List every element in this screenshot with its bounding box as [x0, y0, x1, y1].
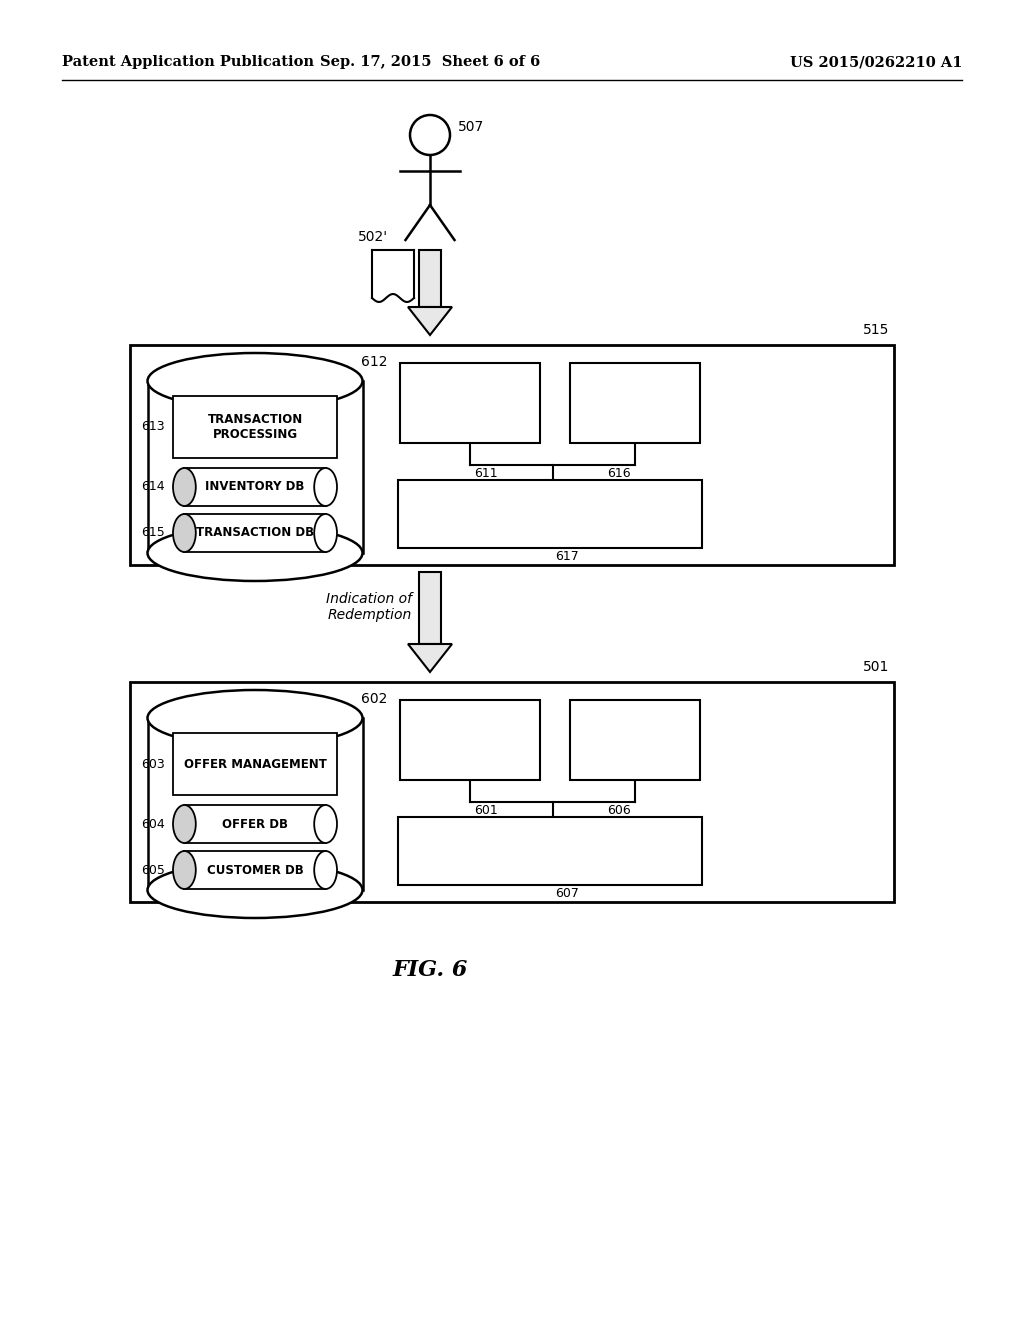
Bar [147, 381, 362, 553]
Bar [398, 817, 702, 884]
Text: 613: 613 [141, 421, 165, 433]
Ellipse shape [173, 469, 196, 506]
Ellipse shape [147, 525, 362, 581]
Text: 617: 617 [555, 550, 579, 564]
Ellipse shape [173, 805, 196, 843]
Bar [419, 572, 441, 644]
Bar [419, 249, 441, 308]
Text: 604: 604 [141, 817, 165, 830]
Bar [184, 513, 326, 552]
Text: COMMUNICATION
INTERFACE: COMMUNICATION INTERFACE [489, 500, 610, 528]
Text: TRANSACTION
PROCESSING: TRANSACTION PROCESSING [208, 413, 303, 441]
Bar [130, 682, 894, 902]
Bar [400, 700, 540, 780]
Text: 602: 602 [360, 692, 387, 706]
Text: 507: 507 [458, 120, 484, 135]
Text: MEMORY: MEMORY [604, 396, 666, 409]
Ellipse shape [314, 513, 337, 552]
Bar [400, 363, 540, 444]
Bar [130, 345, 894, 565]
Text: 616: 616 [607, 467, 631, 480]
Text: 611: 611 [474, 467, 498, 480]
Text: US 2015/0262210 A1: US 2015/0262210 A1 [790, 55, 962, 69]
Ellipse shape [314, 851, 337, 888]
Text: 603: 603 [141, 758, 165, 771]
Bar [570, 700, 700, 780]
Text: PROCESSING
UNITS: PROCESSING UNITS [425, 726, 515, 754]
Ellipse shape [410, 115, 450, 154]
Text: TRANSACTION DB: TRANSACTION DB [196, 527, 314, 540]
Text: Indication of
Redemption: Indication of Redemption [326, 591, 412, 622]
Text: 615: 615 [141, 527, 165, 540]
Bar [570, 363, 700, 444]
Text: CUSTOMER DB: CUSTOMER DB [207, 863, 303, 876]
Text: 612: 612 [360, 355, 387, 370]
Text: MEMORY: MEMORY [604, 734, 666, 747]
Ellipse shape [147, 690, 362, 746]
Ellipse shape [314, 805, 337, 843]
Text: 605: 605 [141, 863, 165, 876]
Text: 614: 614 [141, 480, 165, 494]
Bar [398, 480, 702, 548]
Text: OFFER DB: OFFER DB [222, 817, 288, 830]
Ellipse shape [147, 352, 362, 409]
Bar [184, 469, 326, 506]
Bar [173, 396, 337, 458]
Bar [147, 718, 362, 890]
Bar [372, 249, 414, 298]
Text: 606: 606 [607, 804, 631, 817]
Text: INVENTORY DB: INVENTORY DB [206, 480, 305, 494]
Polygon shape [408, 644, 452, 672]
Text: 501: 501 [862, 660, 889, 675]
Text: Sep. 17, 2015  Sheet 6 of 6: Sep. 17, 2015 Sheet 6 of 6 [319, 55, 540, 69]
Text: COMMUNICATION
INTERFACE: COMMUNICATION INTERFACE [489, 837, 610, 865]
Ellipse shape [173, 851, 196, 888]
Text: PROCESSING
UNITS: PROCESSING UNITS [425, 389, 515, 417]
Text: 601: 601 [474, 804, 498, 817]
Ellipse shape [173, 513, 196, 552]
Bar [173, 733, 337, 795]
Bar [184, 851, 326, 888]
Text: Patent Application Publication: Patent Application Publication [62, 55, 314, 69]
Polygon shape [408, 308, 452, 335]
Ellipse shape [314, 469, 337, 506]
Bar [184, 805, 326, 843]
Text: 502': 502' [357, 230, 388, 244]
Ellipse shape [147, 862, 362, 917]
Text: 607: 607 [555, 887, 579, 900]
Text: 515: 515 [862, 323, 889, 337]
Text: OFFER MANAGEMENT: OFFER MANAGEMENT [183, 758, 327, 771]
Text: FIG. 6: FIG. 6 [392, 960, 468, 981]
